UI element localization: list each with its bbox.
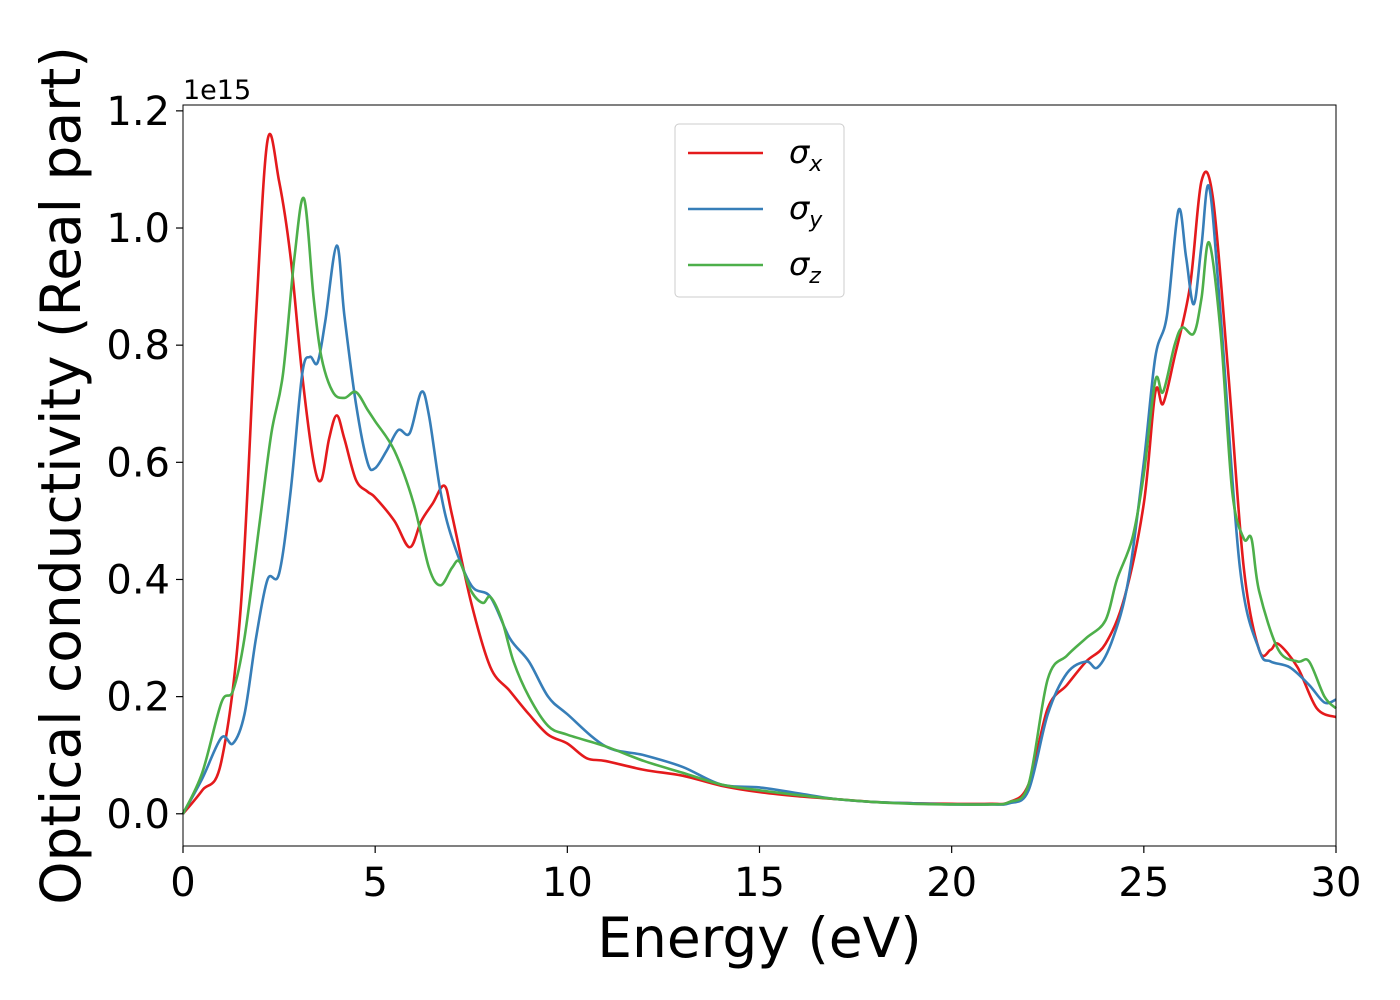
x-tick-label: 25 — [1118, 860, 1169, 906]
y-tick-label: 0.4 — [106, 557, 170, 603]
x-tick-label: 20 — [926, 860, 977, 906]
legend-label-z: σz — [789, 245, 821, 289]
y-axis-title: Optical conductivity (Real part) — [29, 46, 93, 905]
x-tick-label: 5 — [362, 860, 387, 906]
legend-box — [674, 123, 845, 298]
y-tick-label: 1.0 — [106, 206, 170, 252]
series-line-z — [181, 196, 1337, 815]
x-axis-title: Energy (eV) — [597, 906, 921, 970]
legend: σx σy σz — [674, 123, 845, 298]
y-tick-label: 0.8 — [106, 323, 170, 369]
y-offset-label: 1e15 — [183, 75, 251, 106]
series-layer — [181, 132, 1337, 815]
y-tick-label: 0.6 — [106, 440, 170, 486]
series-line-x — [181, 132, 1337, 815]
axis-ticks: 0 5 10 15 20 25 30 0.0 0.2 0.4 0.6 0.8 1.0 1.2 — [106, 89, 1361, 906]
y-tick-label: 0.2 — [106, 675, 170, 721]
x-tick-label: 30 — [1311, 860, 1362, 906]
x-tick-label: 10 — [542, 860, 593, 906]
y-tick-label: 0.0 — [106, 792, 170, 838]
series-line-y — [181, 183, 1337, 815]
y-tick-label: 1.2 — [106, 89, 170, 135]
legend-label-x: σx — [789, 133, 823, 177]
x-tick-label: 15 — [734, 860, 785, 906]
x-tick-label: 0 — [170, 860, 195, 906]
legend-label-y: σy — [789, 189, 823, 233]
